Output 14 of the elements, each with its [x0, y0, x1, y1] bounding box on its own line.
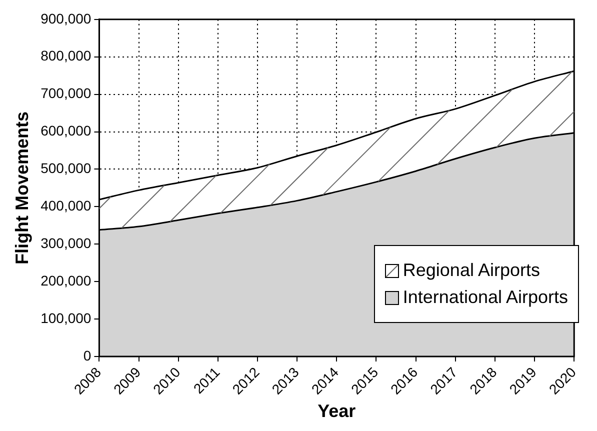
y-tick-label: 200,000	[40, 272, 92, 288]
y-tick-label: 900,000	[40, 10, 92, 26]
y-tick-label: 600,000	[40, 122, 92, 139]
legend-label: International Airports	[402, 287, 568, 308]
y-axis-title: Flight Movements	[12, 111, 32, 264]
legend-label: Regional Airports	[402, 260, 540, 281]
y-tick-label: 0	[83, 347, 92, 364]
y-tick-label: 700,000	[40, 85, 92, 102]
y-tick-label: 500,000	[40, 160, 92, 176]
y-tick-label: 800,000	[40, 48, 92, 64]
y-tick-label: 400,000	[40, 198, 92, 214]
x-axis-title: Year	[318, 401, 356, 422]
y-tick-label: 100,000	[40, 310, 92, 326]
y-tick-label: 300,000	[40, 234, 92, 251]
